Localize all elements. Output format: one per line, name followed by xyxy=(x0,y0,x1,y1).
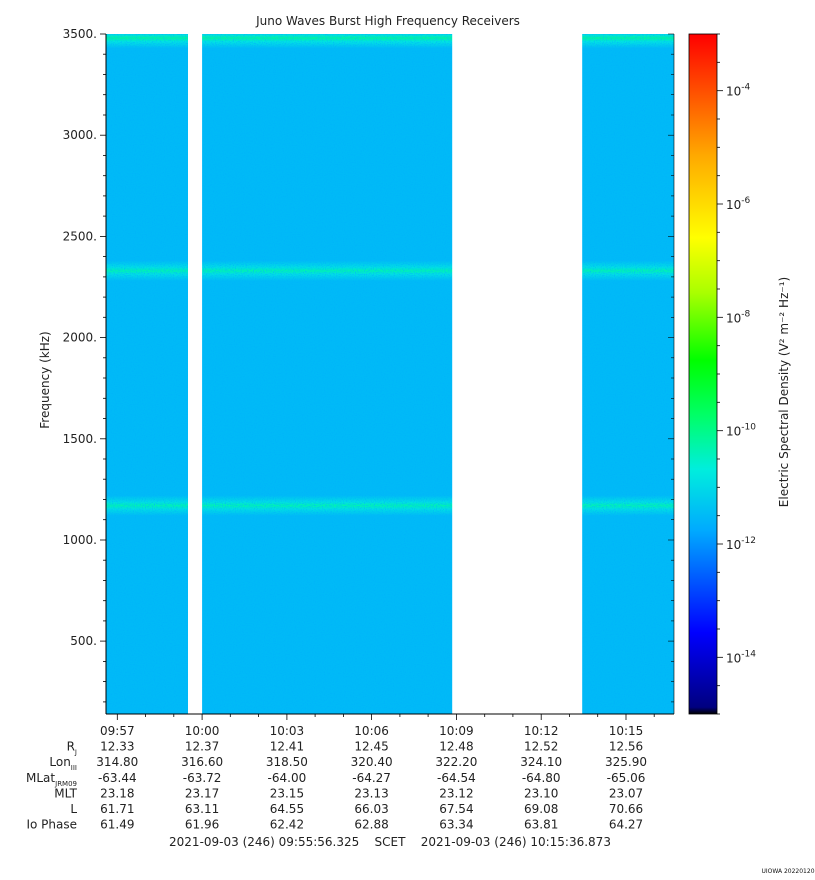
ephemeris-cell: -63.44 xyxy=(98,771,137,785)
ephemeris-cell: 69.08 xyxy=(524,802,558,816)
ephemeris-cell: 64.55 xyxy=(270,802,304,816)
colorbar-tick-label: 10-12 xyxy=(726,536,756,552)
x-tick-label: 10:09 xyxy=(439,724,474,738)
colorbar-label: Electric Spectral Density (V² m⁻² Hz⁻¹) xyxy=(777,277,791,507)
x-tick-label: 10:03 xyxy=(270,724,305,738)
ephemeris-cell: 318.50 xyxy=(266,755,308,769)
ephemeris-cell: 12.48 xyxy=(439,740,473,754)
ephemeris-row-label: RJ xyxy=(67,740,77,757)
ephemeris-cell: -64.27 xyxy=(352,771,391,785)
ephemeris-row-label: Io Phase xyxy=(26,818,77,832)
ephemeris-cell: 64.27 xyxy=(609,818,643,832)
colorbar: 10-4 10-6 10-8 10-10 10-12 10-14 xyxy=(688,33,756,715)
ephemeris-cell: 61.49 xyxy=(100,818,134,832)
colorbar-tick-label: 10-4 xyxy=(726,83,751,99)
x-tick-label: 10:15 xyxy=(609,724,644,738)
ephemeris-cell: 23.07 xyxy=(609,786,643,800)
ephemeris-cell: 23.15 xyxy=(270,786,304,800)
ephemeris-cell: 63.11 xyxy=(185,802,219,816)
y-tick-label: 1000. xyxy=(63,533,97,547)
ephemeris-cell: 61.96 xyxy=(185,818,219,832)
ephemeris-row-label: MLatJRM09 xyxy=(26,771,77,788)
ephemeris-cell: 63.81 xyxy=(524,818,558,832)
ephemeris-cell: 62.88 xyxy=(354,818,388,832)
x-tick-label: 10:12 xyxy=(524,724,559,738)
ephemeris-cell: 70.66 xyxy=(609,802,643,816)
time-span-label: 2021-09-03 (246) 09:55:56.325 SCET 2021-… xyxy=(169,835,611,849)
ephemeris-cell: -63.72 xyxy=(183,771,222,785)
ephemeris-cell: 23.12 xyxy=(439,786,473,800)
ephemeris-cell: 23.13 xyxy=(354,786,388,800)
ephemeris-cell: 66.03 xyxy=(354,802,388,816)
ephemeris-row-label: L xyxy=(70,802,77,816)
y-tick-label: 2000. xyxy=(63,331,97,345)
ephemeris-cell: 12.52 xyxy=(524,740,558,754)
ephemeris-cell: 12.41 xyxy=(270,740,304,754)
ephemeris-row-label: MLT xyxy=(54,786,77,800)
ephemeris-row-label: LonIII xyxy=(49,755,77,772)
ephemeris-cell: 23.10 xyxy=(524,786,558,800)
x-tick-label: 09:57 xyxy=(100,724,135,738)
y-tick-label: 2500. xyxy=(63,229,97,243)
ephemeris-cell: -64.80 xyxy=(522,771,561,785)
colorbar-tick-label: 10-14 xyxy=(726,649,756,665)
ephemeris-cell: 325.90 xyxy=(605,755,647,769)
y-tick-label: 3000. xyxy=(63,128,97,142)
plot-area xyxy=(106,34,674,714)
y-tick-label: 500. xyxy=(70,634,97,648)
ephemeris-cell: 12.56 xyxy=(609,740,643,754)
ephemeris-table: 09:57 10:00 10:03 10:06 10:09 10:12 10:15 RJ 12.… xyxy=(26,724,647,832)
colorbar-gradient xyxy=(688,33,718,715)
data-segment-2 xyxy=(202,34,453,714)
footer-credit: UIOWA 20220120 xyxy=(761,868,814,875)
y-axis-label: Frequency (kHz) xyxy=(38,331,52,428)
y-tick-label: 3500. xyxy=(63,27,97,41)
ephemeris-cell: 67.54 xyxy=(439,802,473,816)
ephemeris-cell: 62.42 xyxy=(270,818,304,832)
x-tick-label: 10:06 xyxy=(354,724,389,738)
ephemeris-cell: 324.10 xyxy=(520,755,562,769)
ephemeris-cell: 320.40 xyxy=(351,755,393,769)
colorbar-tick-label: 10-10 xyxy=(726,423,756,439)
ephemeris-cell: 12.37 xyxy=(185,740,219,754)
colorbar-tick-label: 10-6 xyxy=(726,196,751,212)
data-segment-3 xyxy=(582,34,674,714)
ephemeris-cell: 23.18 xyxy=(100,786,134,800)
ephemeris-cell: -65.06 xyxy=(607,771,646,785)
ephemeris-cell: 314.80 xyxy=(96,755,138,769)
ephemeris-cell: 61.71 xyxy=(100,802,134,816)
chart-title: Juno Waves Burst High Frequency Receiver… xyxy=(255,14,520,28)
ephemeris-cell: -64.00 xyxy=(268,771,307,785)
ephemeris-cell: 322.20 xyxy=(435,755,477,769)
colorbar-tick-label: 10-8 xyxy=(726,309,751,325)
x-tick-label: 10:00 xyxy=(185,724,220,738)
data-segment-1 xyxy=(106,34,188,714)
y-tick-label: 1500. xyxy=(63,432,97,446)
ephemeris-cell: 316.60 xyxy=(181,755,223,769)
ephemeris-cell: 12.33 xyxy=(100,740,134,754)
ephemeris-cell: -64.54 xyxy=(437,771,476,785)
ephemeris-cell: 23.17 xyxy=(185,786,219,800)
ephemeris-cell: 12.45 xyxy=(354,740,388,754)
ephemeris-cell: 63.34 xyxy=(439,818,473,832)
axes: 500. 1000. 1500. 2000. 2500. 3000. 3500. xyxy=(63,27,675,720)
